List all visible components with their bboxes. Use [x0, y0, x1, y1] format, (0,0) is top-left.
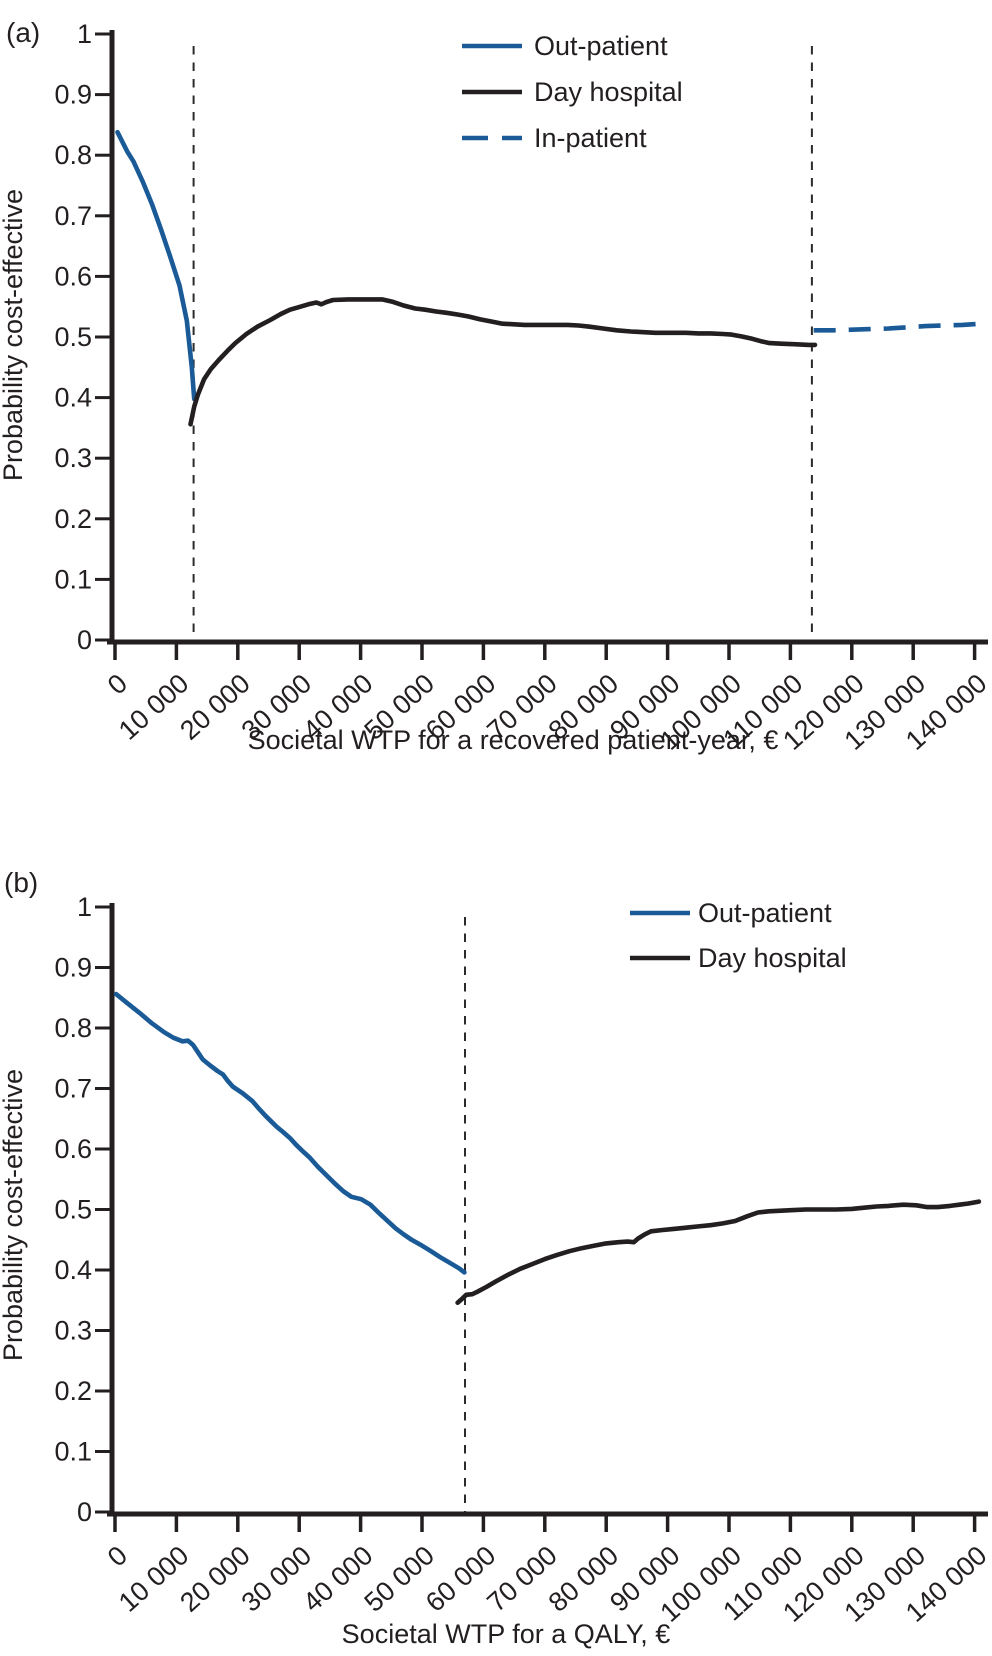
panel-a-legend-label-in-patient: In-patient — [534, 123, 647, 153]
panel-b-x-axis-label: Societal WTP for a QALY, € — [342, 1619, 671, 1649]
panel-a-series-day-hospital — [188, 297, 818, 427]
panel-b-legend-label-day-hospital: Day hospital — [698, 943, 847, 973]
panel-b-x-tick-label: 70 000 — [481, 1540, 562, 1618]
panel-a-series-in-patient — [813, 321, 981, 333]
panel-a-x-axis-label: Societal WTP for a recovered patient-yea… — [248, 725, 779, 755]
panel-b-x-tick-label: 10 000 — [113, 1540, 194, 1618]
panel-b-y-tick-label: 0.8 — [54, 1013, 92, 1043]
panel-b-x-tick-label: 60 000 — [420, 1540, 501, 1618]
panel-b-y-tick-label: 0.9 — [54, 953, 92, 983]
panel-a-legend-label-day-hospital: Day hospital — [534, 77, 683, 107]
panel-a-y-tick-label: 0 — [77, 625, 92, 655]
panel-a-y-tick-label: 0.8 — [54, 140, 92, 170]
panel-a-legend-label-out-patient: Out-patient — [534, 31, 668, 61]
panel-b-x-tick-label: 0 — [102, 1540, 133, 1572]
panel-a-y-tick-label: 0.9 — [54, 80, 92, 110]
panel-a-x-tick-label: 0 — [102, 668, 133, 700]
panel-b-y-tick-label: 0.3 — [54, 1316, 92, 1346]
panel-b-y-tick-label: 0.2 — [54, 1376, 92, 1406]
panel-a-y-tick-label: 0.4 — [54, 383, 92, 413]
panel-a-y-axis-label: Probability cost-effective — [0, 189, 28, 481]
panel-b-y-tick-label: 0.6 — [54, 1134, 92, 1164]
panel-b-x-tick-label: 30 000 — [236, 1540, 317, 1618]
panel-a-y-tick-label: 0.5 — [54, 322, 92, 352]
panel-b-x-tick-label: 50 000 — [359, 1540, 440, 1618]
panel-a-y-tick-label: 0.3 — [54, 443, 92, 473]
panel-b-y-tick-label: 0.4 — [54, 1255, 92, 1285]
panel-a-x-tick-label: 20 000 — [174, 668, 255, 746]
panel-b-letter: (b) — [4, 867, 38, 898]
panel-b-x-tick-label: 20 000 — [174, 1540, 255, 1618]
panel-b-series-day-hospital — [455, 1199, 982, 1305]
panel-a-y-tick-label: 0.6 — [54, 261, 92, 291]
panel-b-y-tick-label: 0.5 — [54, 1195, 92, 1225]
panel-a-series-out-patient — [115, 129, 197, 402]
panel-b-y-tick-label: 0.1 — [54, 1437, 92, 1467]
panel-b-y-tick-label: 1 — [77, 892, 92, 922]
panel-b-series-out-patient — [113, 991, 467, 1275]
panel-b-y-tick-label: 0 — [77, 1497, 92, 1527]
panel-b-y-tick-label: 0.7 — [54, 1074, 92, 1104]
panel-b-legend-label-out-patient: Out-patient — [698, 898, 832, 928]
panel-a-letter: (a) — [6, 17, 40, 48]
panel-a-y-tick-label: 0.2 — [54, 504, 92, 534]
panel-a-y-tick-label: 0.1 — [54, 564, 92, 594]
panel-b-x-tick-label: 80 000 — [543, 1540, 624, 1618]
panel-b-y-axis-label: Probability cost-effective — [0, 1069, 28, 1361]
panel-a-y-tick-label: 0.7 — [54, 201, 92, 231]
panel-a-x-tick-label: 10 000 — [113, 668, 194, 746]
panel-b-x-tick-label: 40 000 — [297, 1540, 378, 1618]
panel-a-y-tick-label: 1 — [77, 19, 92, 49]
